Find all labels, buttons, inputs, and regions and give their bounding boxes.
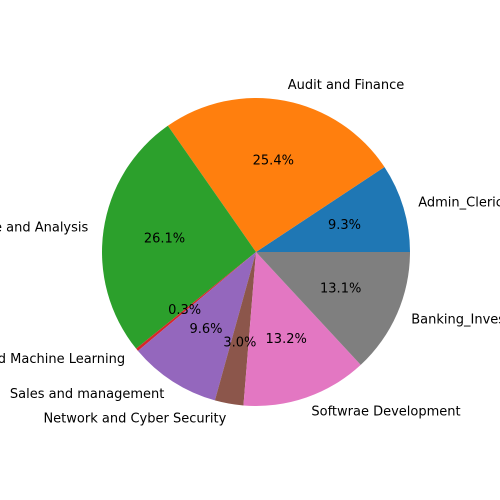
pie-category-label-network-and-cyber-security: Network and Cyber Security [43, 411, 226, 426]
pie-percent-label-admin-clerical: 9.3% [328, 218, 361, 233]
pie-slice-admin-clerical [256, 167, 410, 252]
pie-slice-network-and-cyber-security [214, 252, 256, 406]
pie-percent-label-ai-and-machine-learning: 0.3% [168, 303, 201, 318]
pie-slice-audit-and-finance [167, 98, 385, 252]
pie-category-label-audit-and-finance: Audit and Finance [288, 78, 405, 93]
pie-percent-label-softwrae-development: 13.2% [266, 332, 307, 347]
pie-category-label-admin-clerical: Admin_Clerical [418, 196, 500, 211]
pie-percent-label-data-science-and-analysis: 26.1% [144, 231, 185, 246]
pie-percent-label-network-and-cyber-security: 3.0% [223, 335, 256, 350]
pie-slice-banking-investment [256, 252, 410, 365]
pie-category-labels: Admin_Clerical Audit and Finance Data Scie… [0, 78, 500, 426]
pie-category-label-sales-and-management: Sales and management [10, 387, 164, 402]
pie-slice-sales-and-management [137, 252, 256, 401]
pie-percent-labels: 9.3% 25.4% 26.1% 0.3% 9.6%3.0% 13.2% 13.1% [144, 154, 361, 351]
pie-percent-label-audit-and-finance: 25.4% [253, 154, 294, 169]
pie-slices [102, 98, 410, 407]
pie-percent-label-sales-and-management: 9.6% [189, 322, 222, 337]
pie-slice-data-science-and-analysis [102, 125, 256, 349]
pie-percent-label-banking-investment: 13.1% [320, 281, 361, 296]
pie-category-label-softwrae-development: Softwrae Development [311, 405, 460, 420]
pie-slice-softwrae-development [243, 252, 361, 407]
pie-slice-ai-and-machine-learning [136, 252, 256, 351]
pie-category-label-banking-investment: Banking_Investment [411, 312, 500, 327]
pie-category-label-data-science-and-analysis: Data Science and Analysis [0, 221, 89, 236]
pie-category-label-ai-and-machine-learning: AI and Machine Learning [0, 352, 125, 367]
